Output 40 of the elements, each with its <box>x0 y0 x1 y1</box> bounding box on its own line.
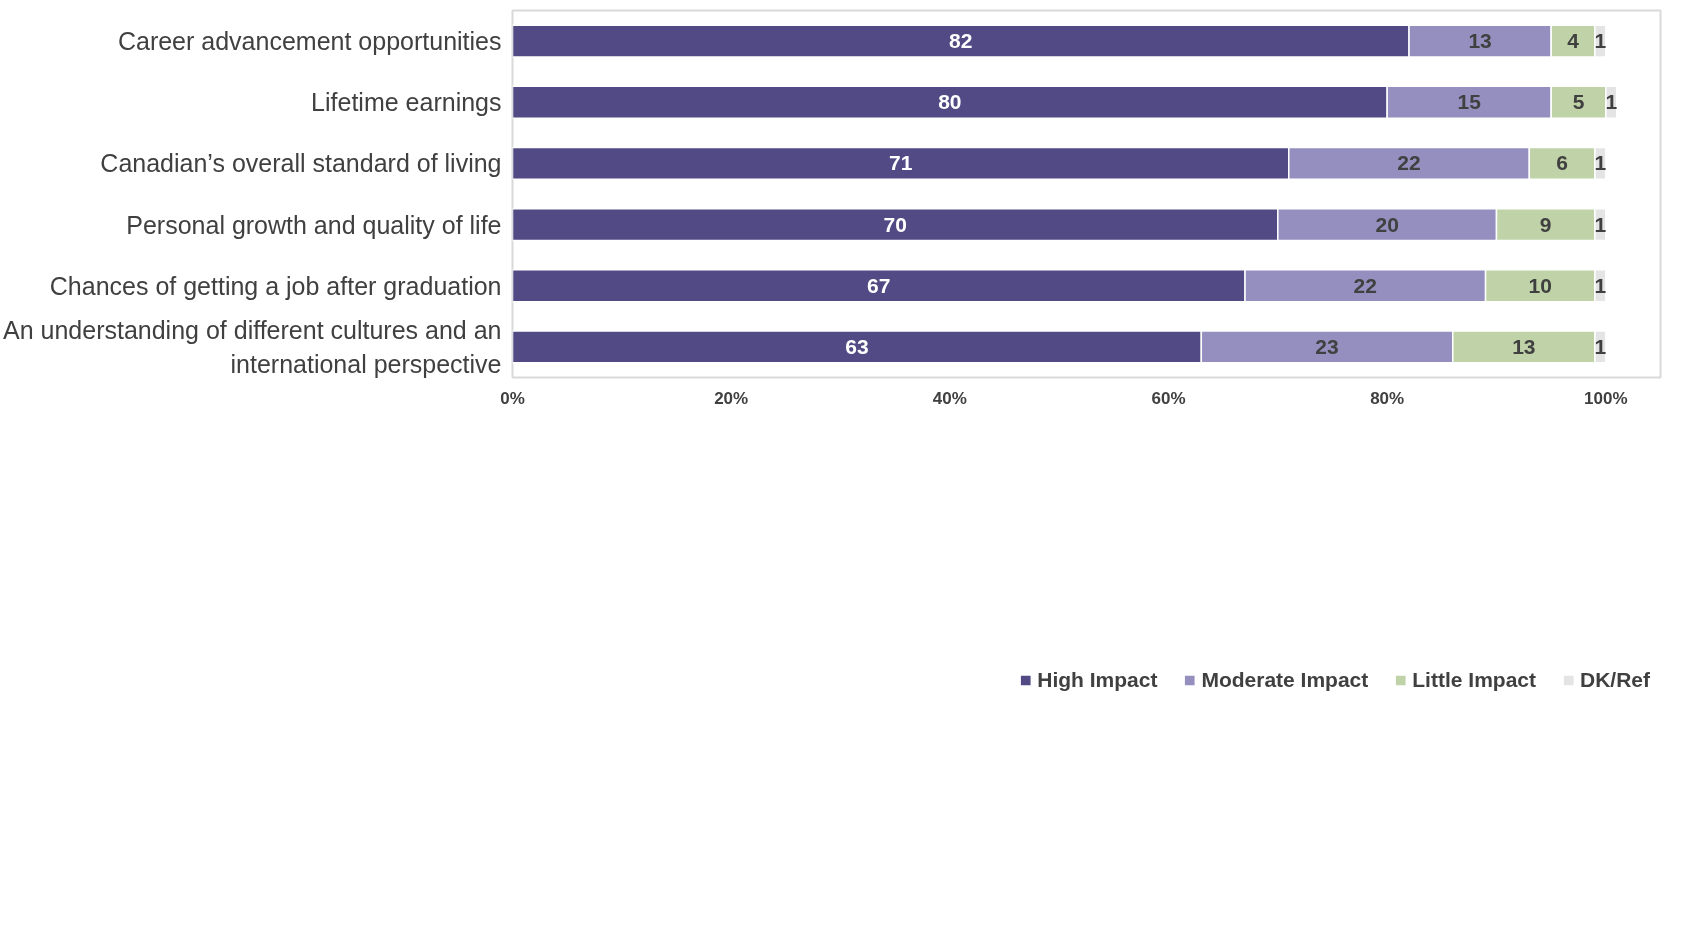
x-tick-label: 0% <box>500 388 525 408</box>
data-label: 22 <box>1397 151 1421 175</box>
data-label: 23 <box>1315 334 1339 358</box>
x-tick-label: 20% <box>714 388 749 408</box>
data-label: 63 <box>845 334 869 358</box>
data-label: 22 <box>1353 273 1377 297</box>
x-tick-label: 100% <box>1584 388 1628 408</box>
data-label: 1 <box>1594 334 1607 358</box>
legend-label: High Impact <box>1037 668 1158 692</box>
data-label: 13 <box>1468 29 1492 53</box>
data-label: 1 <box>1594 212 1607 236</box>
data-label: 9 <box>1539 212 1552 236</box>
y-tick-label: Chances of getting a job after graduation <box>49 271 502 300</box>
data-label: 13 <box>1512 334 1536 358</box>
data-label: 1 <box>1594 29 1607 53</box>
data-label: 80 <box>938 90 962 114</box>
data-label: 20 <box>1375 212 1399 236</box>
data-label: 1 <box>1605 90 1618 114</box>
legend-label: Moderate Impact <box>1201 668 1369 692</box>
y-tick-label: Personal growth and quality of life <box>126 210 502 239</box>
legend-label: DK/Ref <box>1579 668 1650 692</box>
x-tick-label: 60% <box>1151 388 1186 408</box>
legend-label: Little Impact <box>1412 668 1536 692</box>
data-label: 6 <box>1556 151 1568 175</box>
data-label: 82 <box>949 29 973 53</box>
data-label: 5 <box>1572 90 1585 114</box>
data-label: 1 <box>1594 273 1607 297</box>
x-tick-label: 40% <box>932 388 967 408</box>
y-tick-label: An understanding of different cultures and an international perspective <box>3 316 502 378</box>
data-label: 70 <box>883 212 907 236</box>
data-label: 67 <box>867 273 891 297</box>
y-tick-label: Lifetime earnings <box>311 88 502 117</box>
data-label: 4 <box>1567 29 1580 53</box>
data-label: 10 <box>1528 273 1552 297</box>
y-tick-label: Canadian’s overall standard of living <box>100 149 502 178</box>
data-label: 1 <box>1594 151 1607 175</box>
data-label: 15 <box>1457 90 1482 114</box>
y-tick-label: Career advancement opportunities <box>117 27 502 56</box>
data-label: 71 <box>888 151 913 175</box>
x-tick-label: 80% <box>1370 388 1405 408</box>
